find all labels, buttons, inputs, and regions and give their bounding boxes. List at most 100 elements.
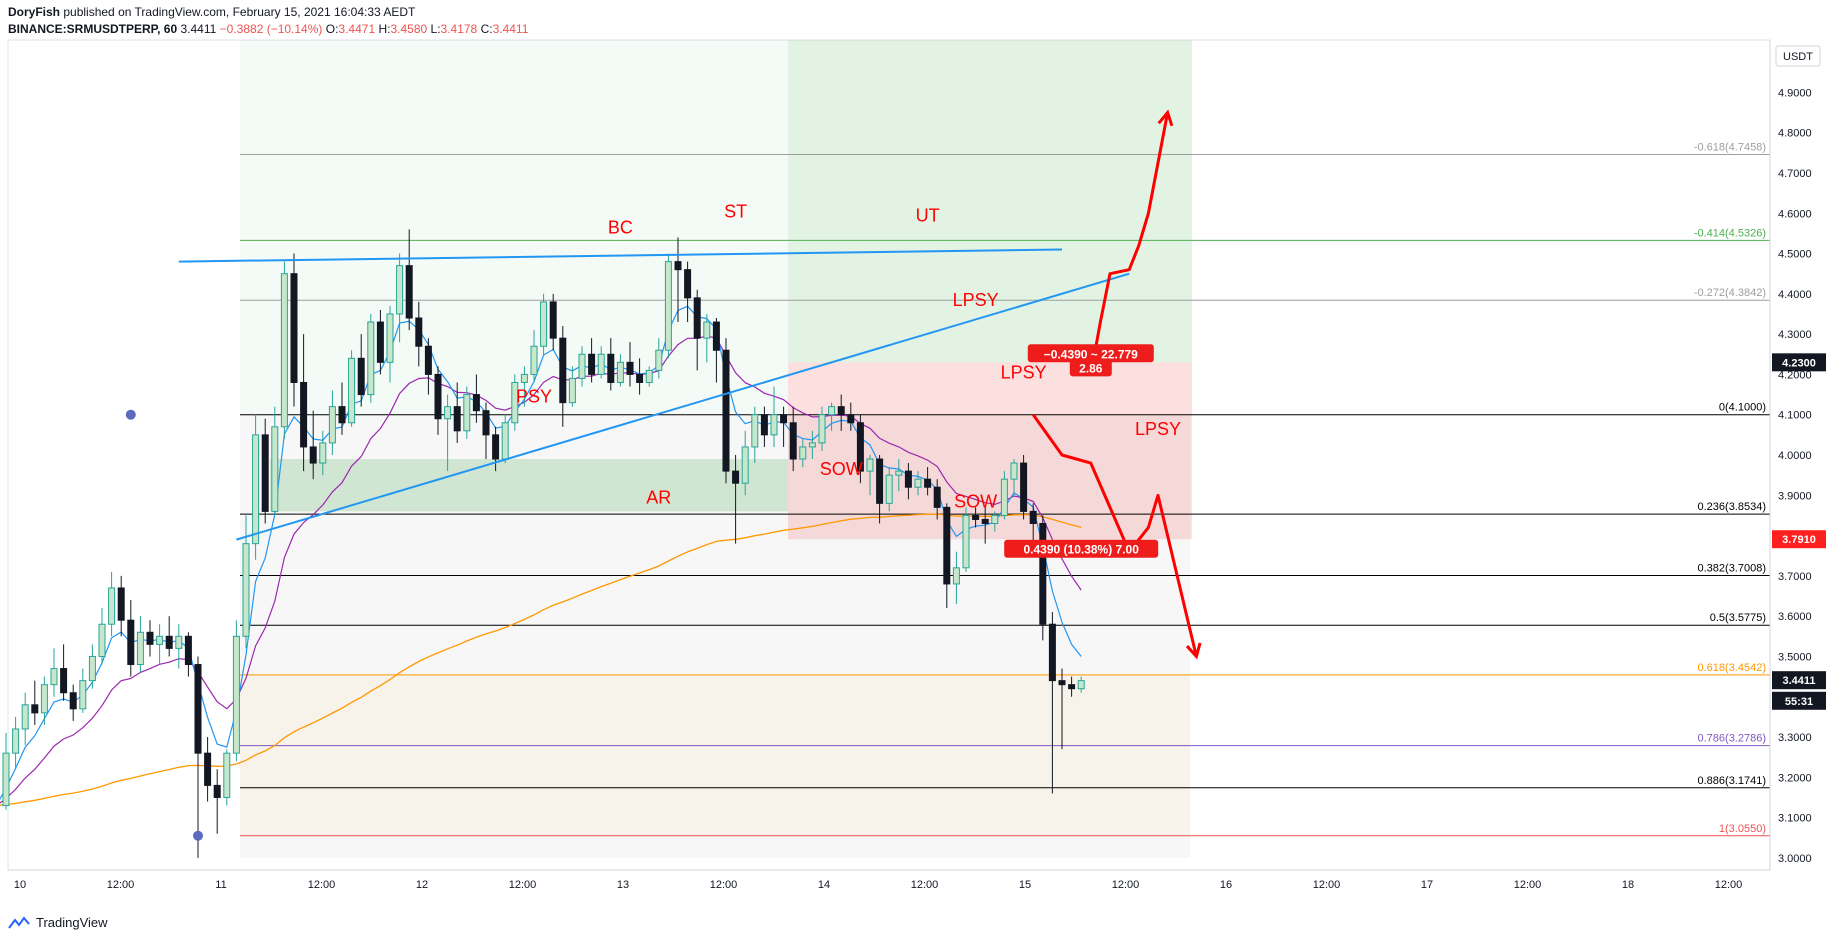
candle-body bbox=[520, 373, 528, 383]
bearish-projection-arrowhead bbox=[1185, 642, 1202, 660]
candle-body bbox=[1058, 680, 1066, 686]
x-tick-label: 12:00 bbox=[1313, 879, 1341, 891]
candle-body bbox=[751, 414, 759, 448]
pivot-high-dot bbox=[125, 409, 136, 420]
publisher-name[interactable]: DoryFish bbox=[8, 5, 61, 19]
candle-body bbox=[972, 514, 980, 520]
candle-body bbox=[607, 353, 615, 383]
currency-label: USDT bbox=[1783, 51, 1813, 63]
y-tick-label: 3.5000 bbox=[1778, 651, 1812, 663]
candle-body bbox=[98, 623, 106, 657]
candle-body bbox=[31, 704, 39, 714]
x-tick-label: 12:00 bbox=[1715, 879, 1743, 891]
bullish-projection bbox=[1089, 112, 1170, 375]
candle-body bbox=[914, 478, 922, 488]
candle-body bbox=[463, 394, 471, 432]
candle-body bbox=[357, 357, 365, 396]
candle-body bbox=[453, 406, 461, 432]
y-tick-label: 3.6000 bbox=[1778, 611, 1812, 623]
candle-body bbox=[108, 587, 116, 625]
candle-body bbox=[165, 635, 173, 649]
range-zone-top bbox=[240, 40, 788, 415]
candle-body bbox=[156, 635, 164, 645]
candle-body bbox=[664, 261, 672, 351]
ema-slow-line bbox=[0, 335, 1082, 804]
x-tick-label: 17 bbox=[1421, 879, 1433, 891]
candle-body bbox=[559, 337, 567, 404]
fib-level-label: -0.618(4.7458) bbox=[1694, 142, 1766, 154]
candle-body bbox=[808, 442, 816, 448]
position-label-bg bbox=[1027, 344, 1154, 363]
candle-body bbox=[309, 446, 317, 464]
candle-body bbox=[818, 414, 826, 444]
tradingview-logo-icon bbox=[8, 915, 30, 929]
y-tick-label: 4.1000 bbox=[1778, 410, 1812, 422]
candle-body bbox=[684, 269, 692, 299]
high-label: H: bbox=[378, 22, 391, 36]
candle-body bbox=[396, 265, 404, 315]
y-tick-label: 3.7000 bbox=[1778, 571, 1812, 583]
candle-body bbox=[828, 406, 836, 416]
candle-body bbox=[626, 361, 634, 375]
last-price: 3.4411 bbox=[180, 22, 217, 36]
x-tick-label: 15 bbox=[1019, 879, 1031, 891]
y-tick-label: 3.9000 bbox=[1778, 490, 1812, 502]
price-tag-bg bbox=[1772, 691, 1826, 710]
candle-body bbox=[1039, 522, 1047, 625]
candle-body bbox=[482, 410, 490, 436]
wyckoff-label: BC bbox=[608, 217, 633, 237]
candle-body bbox=[568, 377, 576, 404]
candle-body bbox=[21, 704, 29, 730]
symbol-header: BINANCE:SRMUSDTPERP, 60 3.4411 −0.3882 (… bbox=[8, 22, 528, 36]
price-tag-bg bbox=[1772, 353, 1826, 372]
candle-body bbox=[952, 567, 960, 585]
candle-body bbox=[924, 478, 932, 488]
y-tick-label: 3.2000 bbox=[1778, 772, 1812, 784]
candle-body bbox=[69, 692, 77, 710]
candle-body bbox=[597, 353, 605, 375]
candle-body bbox=[1029, 510, 1037, 524]
fib-level-label: 0.786(3.2786) bbox=[1698, 733, 1767, 745]
position-label: 2.86 bbox=[1079, 361, 1103, 375]
candle-body bbox=[1010, 462, 1018, 480]
candle-body bbox=[549, 301, 557, 339]
x-tick-label: 13 bbox=[617, 879, 629, 891]
candle-body bbox=[799, 446, 807, 460]
price-change: −0.3882 (−10.14%) bbox=[219, 22, 323, 36]
published-text: published on TradingView.com, February 1… bbox=[63, 5, 416, 19]
candle-body bbox=[876, 458, 884, 504]
footer-brand[interactable]: TradingView bbox=[36, 915, 108, 930]
y-tick-label: 3.3000 bbox=[1778, 732, 1812, 744]
close-label: C: bbox=[480, 22, 493, 36]
candle-body bbox=[2, 752, 10, 807]
y-tick-label: 4.4000 bbox=[1778, 289, 1812, 301]
candle-body bbox=[885, 474, 893, 504]
candle-body bbox=[693, 297, 701, 339]
position-label: 0.4390 (10.38%) 7.00 bbox=[1023, 543, 1139, 557]
candle-body bbox=[943, 506, 951, 585]
candle-body bbox=[501, 422, 509, 460]
y-tick-label: 4.2000 bbox=[1778, 369, 1812, 381]
x-tick-label: 12:00 bbox=[911, 879, 939, 891]
fib-level-label: 1(3.0550) bbox=[1719, 823, 1766, 835]
candle-body bbox=[492, 434, 500, 460]
wyckoff-label: SOW bbox=[954, 491, 997, 511]
candle-body bbox=[895, 470, 903, 476]
price-tag: 55:31 bbox=[1785, 696, 1813, 708]
accumulation-box bbox=[270, 459, 788, 512]
y-tick-label: 4.0000 bbox=[1778, 450, 1812, 462]
candle-body bbox=[1048, 623, 1056, 682]
candle-body bbox=[444, 406, 452, 420]
open-value: 3.4471 bbox=[338, 22, 376, 36]
candle-body bbox=[722, 349, 730, 472]
wyckoff-label: LPSY bbox=[1135, 419, 1181, 439]
y-tick-label: 3.0000 bbox=[1778, 853, 1812, 865]
candle-body bbox=[1000, 478, 1008, 516]
candle-body bbox=[674, 261, 682, 271]
candle-body bbox=[1020, 462, 1028, 512]
high-value: 3.4580 bbox=[390, 22, 428, 36]
candle-body bbox=[732, 470, 740, 484]
x-tick-label: 16 bbox=[1220, 879, 1232, 891]
position-label-bg bbox=[1069, 358, 1112, 377]
